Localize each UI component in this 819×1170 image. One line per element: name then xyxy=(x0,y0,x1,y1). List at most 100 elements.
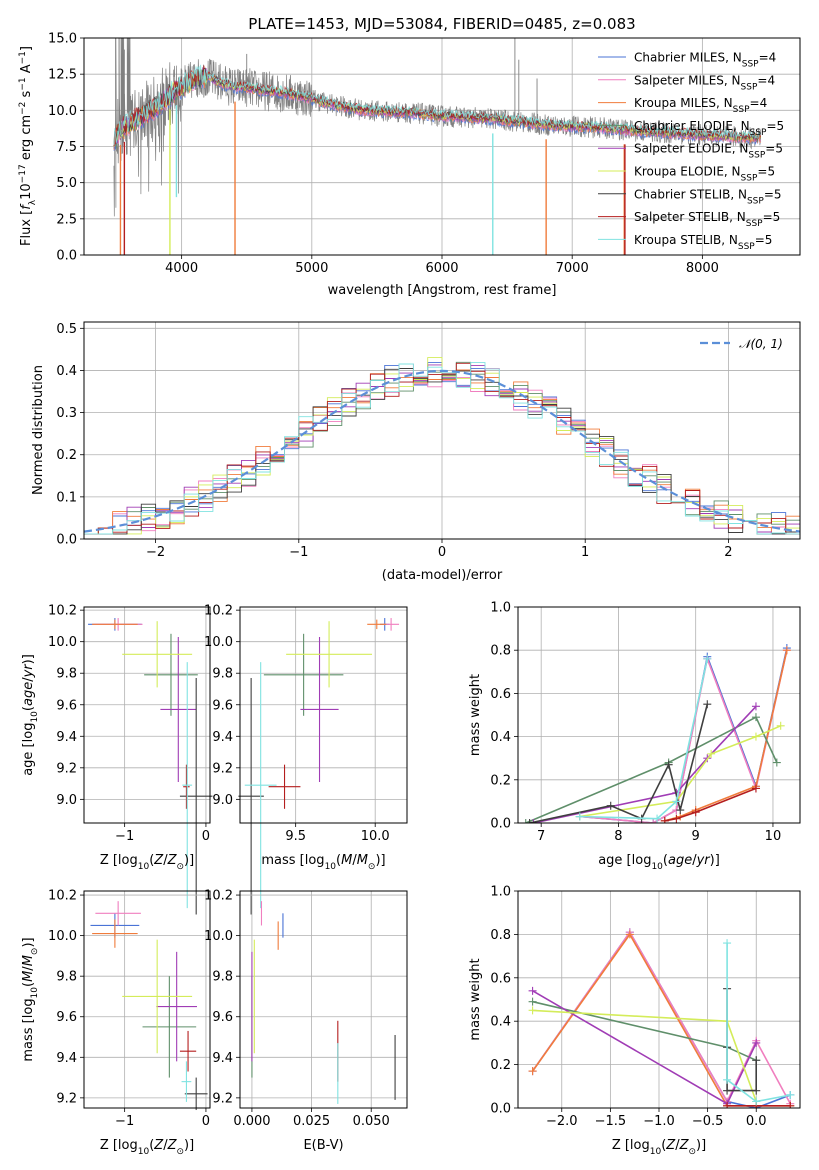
spectrum-panel-plot-area xyxy=(113,38,762,255)
x-tick-label: −1 xyxy=(115,829,134,844)
series-kroupa-stelib xyxy=(575,654,712,823)
errorbar-chabrier-stelib xyxy=(184,1077,208,1111)
mass-vs-z-panel-y-label: mass [log10(M/M⊙)] xyxy=(21,937,40,1061)
y-tick-label: 9.6 xyxy=(56,698,77,713)
histogram-kroupa-stelib xyxy=(84,362,800,535)
spectrum-legend: Chabrier MILES, NSSP=4 Salpeter MILES, NS… xyxy=(598,51,784,252)
x-tick-label: 0 xyxy=(202,829,210,844)
series-point xyxy=(723,1086,732,1095)
y-tick-label: 0.0 xyxy=(56,249,77,264)
normal-curve xyxy=(84,369,800,533)
x-tick-label: −1 xyxy=(289,545,308,560)
series-point xyxy=(672,797,681,806)
x-tick-label: 7000 xyxy=(556,261,589,276)
residual-histogram-panel: −2 −1 0 1 2 0.0 0.1 0.2 0.3 0.4 0.5 (data-model)/er… xyxy=(31,321,801,583)
errorbar-kroupa-elodie xyxy=(122,621,193,688)
y-tick-label: 2.5 xyxy=(56,212,77,227)
errorbar-kroupa-stelib xyxy=(181,1061,192,1102)
axes-frame xyxy=(83,606,211,824)
mass-vs-ebv-panel-plot-area xyxy=(251,901,396,1104)
age-vs-mass-panel: 9.5 10.0 9.0 9.2 9.4 9.6 9.8 10.0 10.2 mass [log1… xyxy=(204,604,408,915)
legend-entry-chabrier-stelib: Chabrier STELIB, NSSP=5 xyxy=(634,187,782,206)
x-tick-label: 2 xyxy=(724,545,732,560)
mass-weight-vs-age-panel-y-label: mass weight xyxy=(468,674,483,756)
y-tick-label: 5.0 xyxy=(56,176,77,191)
errorbar-chabrier-stelib xyxy=(179,677,213,915)
y-tick-label: 9.4 xyxy=(212,1051,233,1066)
y-tick-label: 1.0 xyxy=(490,601,511,616)
y-tick-label: 1.0 xyxy=(490,885,511,900)
series-point xyxy=(776,721,785,730)
y-tick-label: 0.1 xyxy=(56,490,77,505)
y-tick-label: 0.2 xyxy=(490,773,511,788)
errorbar-chabrier-elodie xyxy=(142,976,197,1078)
mass-vs-ebv-panel-x-label: E(B-V) xyxy=(303,1138,343,1153)
mass-vs-z-panel-x-label: Z [log10(Z/Z⊙)] xyxy=(100,1138,194,1157)
legend-entry-salpeter-elodie: Salpeter ELODIE, NSSP=5 xyxy=(634,142,783,161)
x-tick-label: −1.0 xyxy=(643,1114,675,1129)
mass-vs-z-panel-plot-area xyxy=(90,901,208,1111)
mass-weight-vs-age-panel-x-label: age [log10(age/yr)] xyxy=(598,853,720,872)
mass-weight-vs-z-panel: −2.0 −1.5 −1.0 −0.5 0.0 0.0 0.2 0.4 0.6 0.8 1.0 Z [… xyxy=(468,885,801,1157)
age-vs-mass-panel-plot-area xyxy=(238,618,400,915)
y-tick-label: 0.4 xyxy=(56,364,77,379)
series-point xyxy=(752,1097,761,1106)
legend-entry-chabrier-elodie: Chabrier ELODIE, NSSP=5 xyxy=(634,119,784,138)
errorbar-kroupa-miles xyxy=(92,619,138,630)
y-tick-label: 0.6 xyxy=(490,971,511,986)
y-tick-label: 0.2 xyxy=(56,448,77,463)
y-tick-label: 9.0 xyxy=(212,793,233,808)
errorbar-salpeter-stelib xyxy=(268,764,301,809)
y-tick-label: 9.8 xyxy=(56,970,77,985)
errorbar-salpeter-elodie xyxy=(156,951,197,1062)
series-point xyxy=(625,930,634,939)
mass-weight-vs-z-panel-x-label: Z [log10(Z/Z⊙)] xyxy=(612,1138,706,1157)
x-tick-label: 0.000 xyxy=(233,1114,270,1129)
y-tick-label: 9.2 xyxy=(212,761,233,776)
errorbar-chabrier-stelib xyxy=(238,677,264,915)
mass-weight-vs-age-panel-plot-area xyxy=(521,644,791,823)
errorbar-kroupa-elodie xyxy=(122,939,193,1054)
y-tick-label: 10.2 xyxy=(204,604,233,619)
errorbar-kroupa-miles xyxy=(92,919,138,948)
x-tick-label: 6000 xyxy=(425,261,458,276)
y-tick-label: 9.6 xyxy=(56,1010,77,1025)
x-tick-label: 5000 xyxy=(295,261,328,276)
errorbar-kroupa-stelib xyxy=(182,662,193,909)
x-tick-label: −0.5 xyxy=(692,1114,724,1129)
x-tick-label: 9 xyxy=(692,829,700,844)
axes-frame xyxy=(239,606,408,824)
x-tick-label: 4000 xyxy=(165,261,198,276)
series-line xyxy=(664,787,757,822)
errorbar-salpeter-elodie xyxy=(300,636,339,783)
age-vs-z-panel-x-label: Z [log10(Z/Z⊙)] xyxy=(100,853,194,872)
errorbar-kroupa-elodie xyxy=(286,621,373,688)
legend-entry-kroupa-elodie: Kroupa ELODIE, NSSP=5 xyxy=(634,165,775,184)
y-tick-label: 9.8 xyxy=(56,667,77,682)
histogram-x-label: (data-model)/error xyxy=(382,568,503,583)
x-tick-label: 9.5 xyxy=(285,829,306,844)
histogram-y-label: Normed distribution xyxy=(31,365,46,495)
x-tick-label: 8000 xyxy=(686,261,719,276)
y-tick-label: 0.8 xyxy=(490,644,511,659)
x-tick-label: 10 xyxy=(765,829,782,844)
series-kroupa-miles xyxy=(660,646,791,823)
y-tick-label: 9.8 xyxy=(212,970,233,985)
errorbar-kroupa-miles xyxy=(367,619,387,630)
series-point xyxy=(525,819,534,823)
series-chabrier-elodie xyxy=(528,997,761,1065)
series-point xyxy=(660,816,669,823)
y-tick-label: 0.2 xyxy=(490,1058,511,1073)
series-point xyxy=(723,939,732,948)
errorbar-salpeter-miles xyxy=(95,901,141,926)
series-line xyxy=(531,932,791,1107)
y-tick-label: 9.4 xyxy=(212,730,233,745)
x-tick-label: 1 xyxy=(581,545,589,560)
y-tick-label: 0.4 xyxy=(490,730,511,745)
y-tick-label: 0.8 xyxy=(490,928,511,943)
errorbar-salpeter-stelib xyxy=(179,1030,197,1072)
series-point xyxy=(786,1101,795,1108)
legend-entry-kroupa-miles: Kroupa MILES, NSSP=4 xyxy=(634,96,767,115)
series-point xyxy=(703,700,712,709)
